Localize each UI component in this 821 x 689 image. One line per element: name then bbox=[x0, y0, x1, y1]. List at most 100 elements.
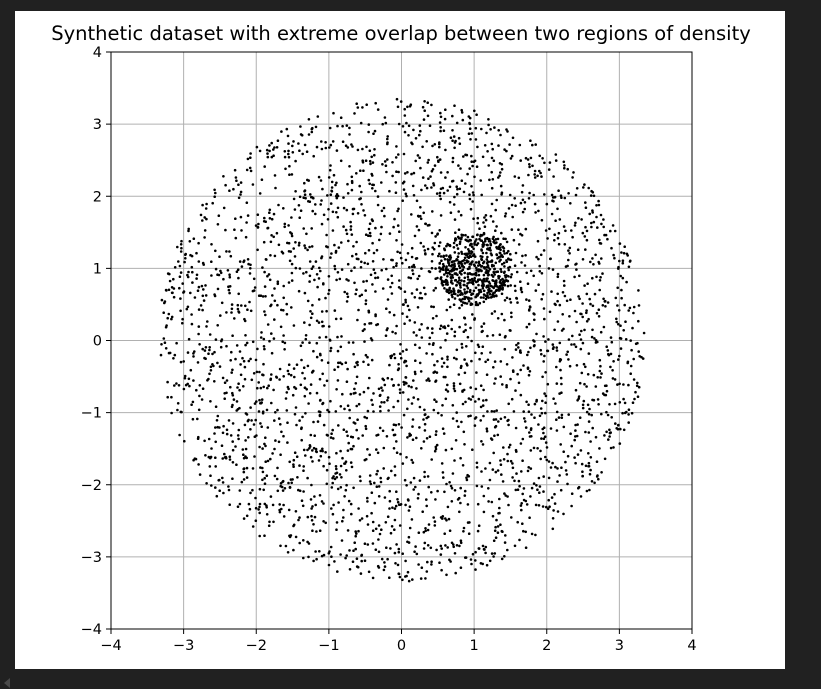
scatter-point-outer bbox=[341, 140, 345, 143]
scatter-point-outer bbox=[225, 432, 229, 436]
scatter-point-outer bbox=[377, 485, 381, 488]
scatter-point-outer bbox=[590, 480, 594, 483]
scatter-point-outer bbox=[445, 332, 449, 335]
scatter-point-outer bbox=[215, 419, 219, 422]
scatter-point-outer bbox=[571, 334, 574, 338]
scatter-point-outer bbox=[297, 244, 301, 247]
scatter-point-outer bbox=[348, 165, 351, 168]
scatter-point-outer bbox=[345, 380, 349, 384]
scatter-point-outer bbox=[173, 384, 176, 387]
scatter-point-cluster bbox=[487, 239, 491, 243]
scatter-point-outer bbox=[273, 447, 276, 451]
scatter-point-outer bbox=[577, 395, 581, 398]
scatter-point-outer bbox=[442, 476, 445, 479]
scatter-point-outer bbox=[371, 283, 374, 286]
scatter-point-outer bbox=[273, 474, 277, 478]
scatter-point-outer bbox=[342, 508, 345, 512]
scatter-point-outer bbox=[380, 528, 383, 531]
scatter-point-outer bbox=[454, 231, 457, 234]
scatter-point-outer bbox=[201, 203, 204, 207]
scatter-point-outer bbox=[162, 311, 165, 315]
scatter-point-outer bbox=[575, 320, 578, 324]
scatter-point-outer bbox=[401, 261, 404, 265]
scatter-point-outer bbox=[552, 397, 555, 401]
scatter-point-outer bbox=[581, 470, 584, 474]
scatter-point-outer bbox=[481, 404, 485, 407]
scatter-point-outer bbox=[242, 478, 246, 481]
scatter-point-outer bbox=[598, 288, 601, 292]
scatter-point-cluster bbox=[498, 251, 502, 255]
scatter-point-outer bbox=[592, 220, 596, 224]
scatter-point-outer bbox=[311, 312, 314, 316]
scatter-point-outer bbox=[294, 266, 298, 270]
scatter-point-outer bbox=[563, 294, 567, 298]
scatter-point-outer bbox=[435, 430, 438, 433]
scatter-point-outer bbox=[305, 270, 308, 274]
scatter-point-outer bbox=[262, 345, 266, 348]
scatter-point-outer bbox=[243, 319, 247, 323]
scatter-point-outer bbox=[204, 207, 208, 210]
scatter-point-outer bbox=[489, 214, 493, 218]
scatter-point-outer bbox=[526, 158, 530, 161]
scatter-point-outer bbox=[532, 446, 536, 450]
scatter-point-cluster bbox=[476, 280, 480, 283]
scatter-point-outer bbox=[364, 424, 368, 428]
scatter-point-outer bbox=[537, 476, 541, 480]
scatter-point-outer bbox=[420, 447, 423, 450]
scatter-point-outer bbox=[425, 352, 428, 355]
scatter-point-outer bbox=[458, 382, 462, 386]
scatter-point-outer bbox=[237, 437, 240, 441]
scatter-point-outer bbox=[480, 485, 484, 488]
scatter-point-outer bbox=[237, 428, 241, 432]
scatter-point-outer bbox=[428, 124, 432, 127]
scatter-point-outer bbox=[344, 488, 348, 492]
scatter-point-outer bbox=[325, 482, 329, 486]
resize-handle-icon[interactable] bbox=[4, 678, 10, 688]
scatter-point-outer bbox=[395, 145, 398, 148]
scatter-point-outer bbox=[595, 311, 599, 315]
scatter-point-outer bbox=[455, 419, 459, 423]
scatter-point-outer bbox=[229, 385, 232, 389]
scatter-point-outer bbox=[208, 348, 211, 352]
scatter-point-outer bbox=[342, 428, 346, 432]
scatter-point-outer bbox=[383, 496, 387, 499]
scatter-point-outer bbox=[440, 547, 444, 550]
scatter-point-outer bbox=[628, 260, 632, 263]
scatter-point-outer bbox=[242, 470, 246, 474]
scatter-point-outer bbox=[519, 368, 522, 372]
scatter-point-outer bbox=[354, 252, 358, 256]
scatter-point-outer bbox=[449, 211, 453, 214]
scatter-point-outer bbox=[329, 143, 333, 147]
scatter-point-outer bbox=[279, 453, 282, 457]
scatter-point-outer bbox=[551, 343, 555, 346]
scatter-point-outer bbox=[183, 374, 187, 378]
scatter-point-outer bbox=[560, 382, 563, 386]
scatter-point-outer bbox=[238, 260, 242, 263]
scatter-point-outer bbox=[416, 277, 420, 281]
scatter-point-outer bbox=[322, 282, 325, 286]
scatter-point-cluster bbox=[446, 289, 449, 293]
scatter-point-outer bbox=[422, 530, 426, 534]
scatter-point-outer bbox=[380, 181, 383, 184]
scatter-point-outer bbox=[347, 441, 351, 445]
scatter-point-outer bbox=[381, 377, 385, 381]
scatter-point-outer bbox=[301, 371, 304, 375]
scatter-point-outer bbox=[632, 378, 636, 381]
scatter-point-outer bbox=[593, 337, 596, 340]
scatter-point-outer bbox=[583, 183, 586, 186]
scatter-point-outer bbox=[353, 112, 356, 115]
scatter-point-outer bbox=[588, 488, 591, 492]
scatter-point-outer bbox=[425, 437, 429, 440]
scatter-point-outer bbox=[241, 356, 244, 360]
scatter-point-outer bbox=[372, 410, 375, 413]
scatter-point-outer bbox=[262, 385, 265, 389]
scatter-point-outer bbox=[432, 371, 436, 374]
scatter-point-outer bbox=[554, 465, 557, 469]
scatter-point-outer bbox=[220, 301, 224, 305]
scatter-point-outer bbox=[282, 334, 285, 337]
scatter-point-outer bbox=[184, 257, 187, 260]
scatter-point-outer bbox=[162, 337, 166, 340]
scatter-point-outer bbox=[381, 429, 385, 433]
scatter-point-outer bbox=[405, 194, 408, 198]
scatter-point-outer bbox=[377, 387, 381, 391]
